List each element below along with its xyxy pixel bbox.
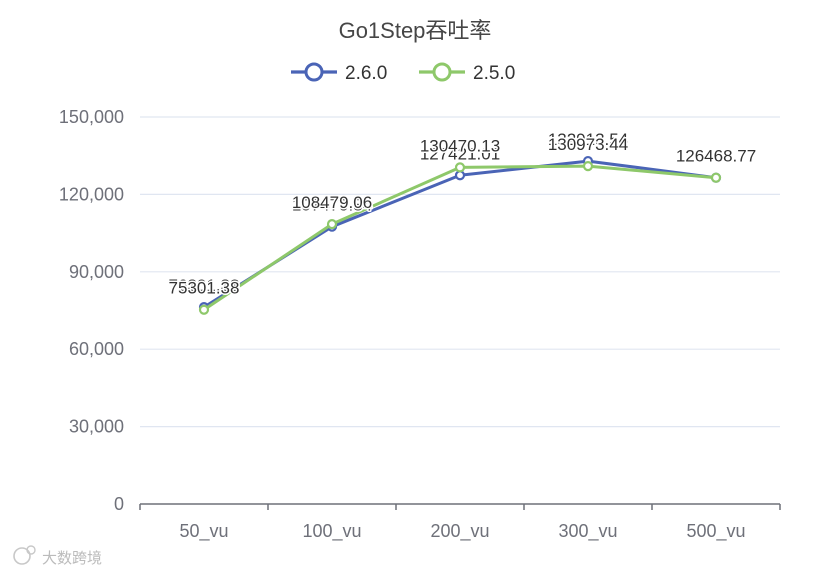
legend-marker [432, 62, 452, 82]
legend-marker [304, 62, 324, 82]
data-label: 127421.01 [420, 144, 500, 163]
x-tick-label: 100_vu [302, 521, 361, 542]
x-tick-label: 50_vu [179, 521, 228, 542]
legend-label: 2.6.0 [345, 63, 387, 84]
data-point[interactable] [710, 172, 722, 183]
data-label: 130973.44 [548, 135, 628, 154]
data-point[interactable] [454, 162, 466, 173]
legend: 2.6.0 2.5.0 [291, 62, 515, 84]
logo-icon [13, 545, 36, 565]
data-label: 132913.54 [548, 130, 628, 149]
chart-title: Go1Step吞吐率 [339, 18, 492, 43]
y-axis: 0 30,000 60,000 90,000 120,000 150,000 [59, 107, 124, 514]
x-axis: 50_vu 100_vu 200_vu 300_vu 500_vu [139, 503, 781, 542]
data-label: 126468.77 [676, 147, 756, 166]
data-label: 130470.13 [420, 136, 500, 155]
legend-item-2.6.0[interactable]: 2.6.0 [291, 62, 387, 84]
y-tick-label: 0 [114, 494, 124, 514]
y-tick-label: 60,000 [69, 339, 124, 359]
series-line-2.5.0 [203, 164, 717, 311]
watermark: 大数跨境 [13, 545, 102, 567]
data-label: 107479.84 [292, 196, 372, 215]
grid-lines [140, 116, 780, 428]
data-label: 76301.38 [169, 276, 240, 295]
y-tick-label: 30,000 [69, 417, 124, 437]
series-line-2.6.0 [203, 159, 717, 309]
watermark-text: 大数跨境 [42, 549, 102, 567]
data-point[interactable] [326, 219, 338, 230]
data-label: 126468.77 [676, 147, 756, 166]
data-labels: 76301.38 107479.84 127421.01 132913.54 12646… [167, 129, 758, 300]
y-tick-label: 120,000 [59, 184, 124, 204]
legend-item-2.5.0[interactable]: 2.5.0 [419, 62, 515, 84]
data-point[interactable] [198, 304, 210, 315]
legend-label: 2.5.0 [473, 63, 515, 84]
data-label: 75301.38 [169, 279, 240, 298]
x-tick-label: 500_vu [686, 521, 745, 542]
y-tick-label: 150,000 [59, 107, 124, 127]
data-label: 108479.06 [292, 193, 372, 212]
series-group [198, 155, 722, 315]
y-tick-label: 90,000 [69, 262, 124, 282]
x-tick-label: 200_vu [430, 521, 489, 542]
data-point[interactable] [582, 160, 594, 172]
x-tick-label: 300_vu [558, 521, 617, 542]
